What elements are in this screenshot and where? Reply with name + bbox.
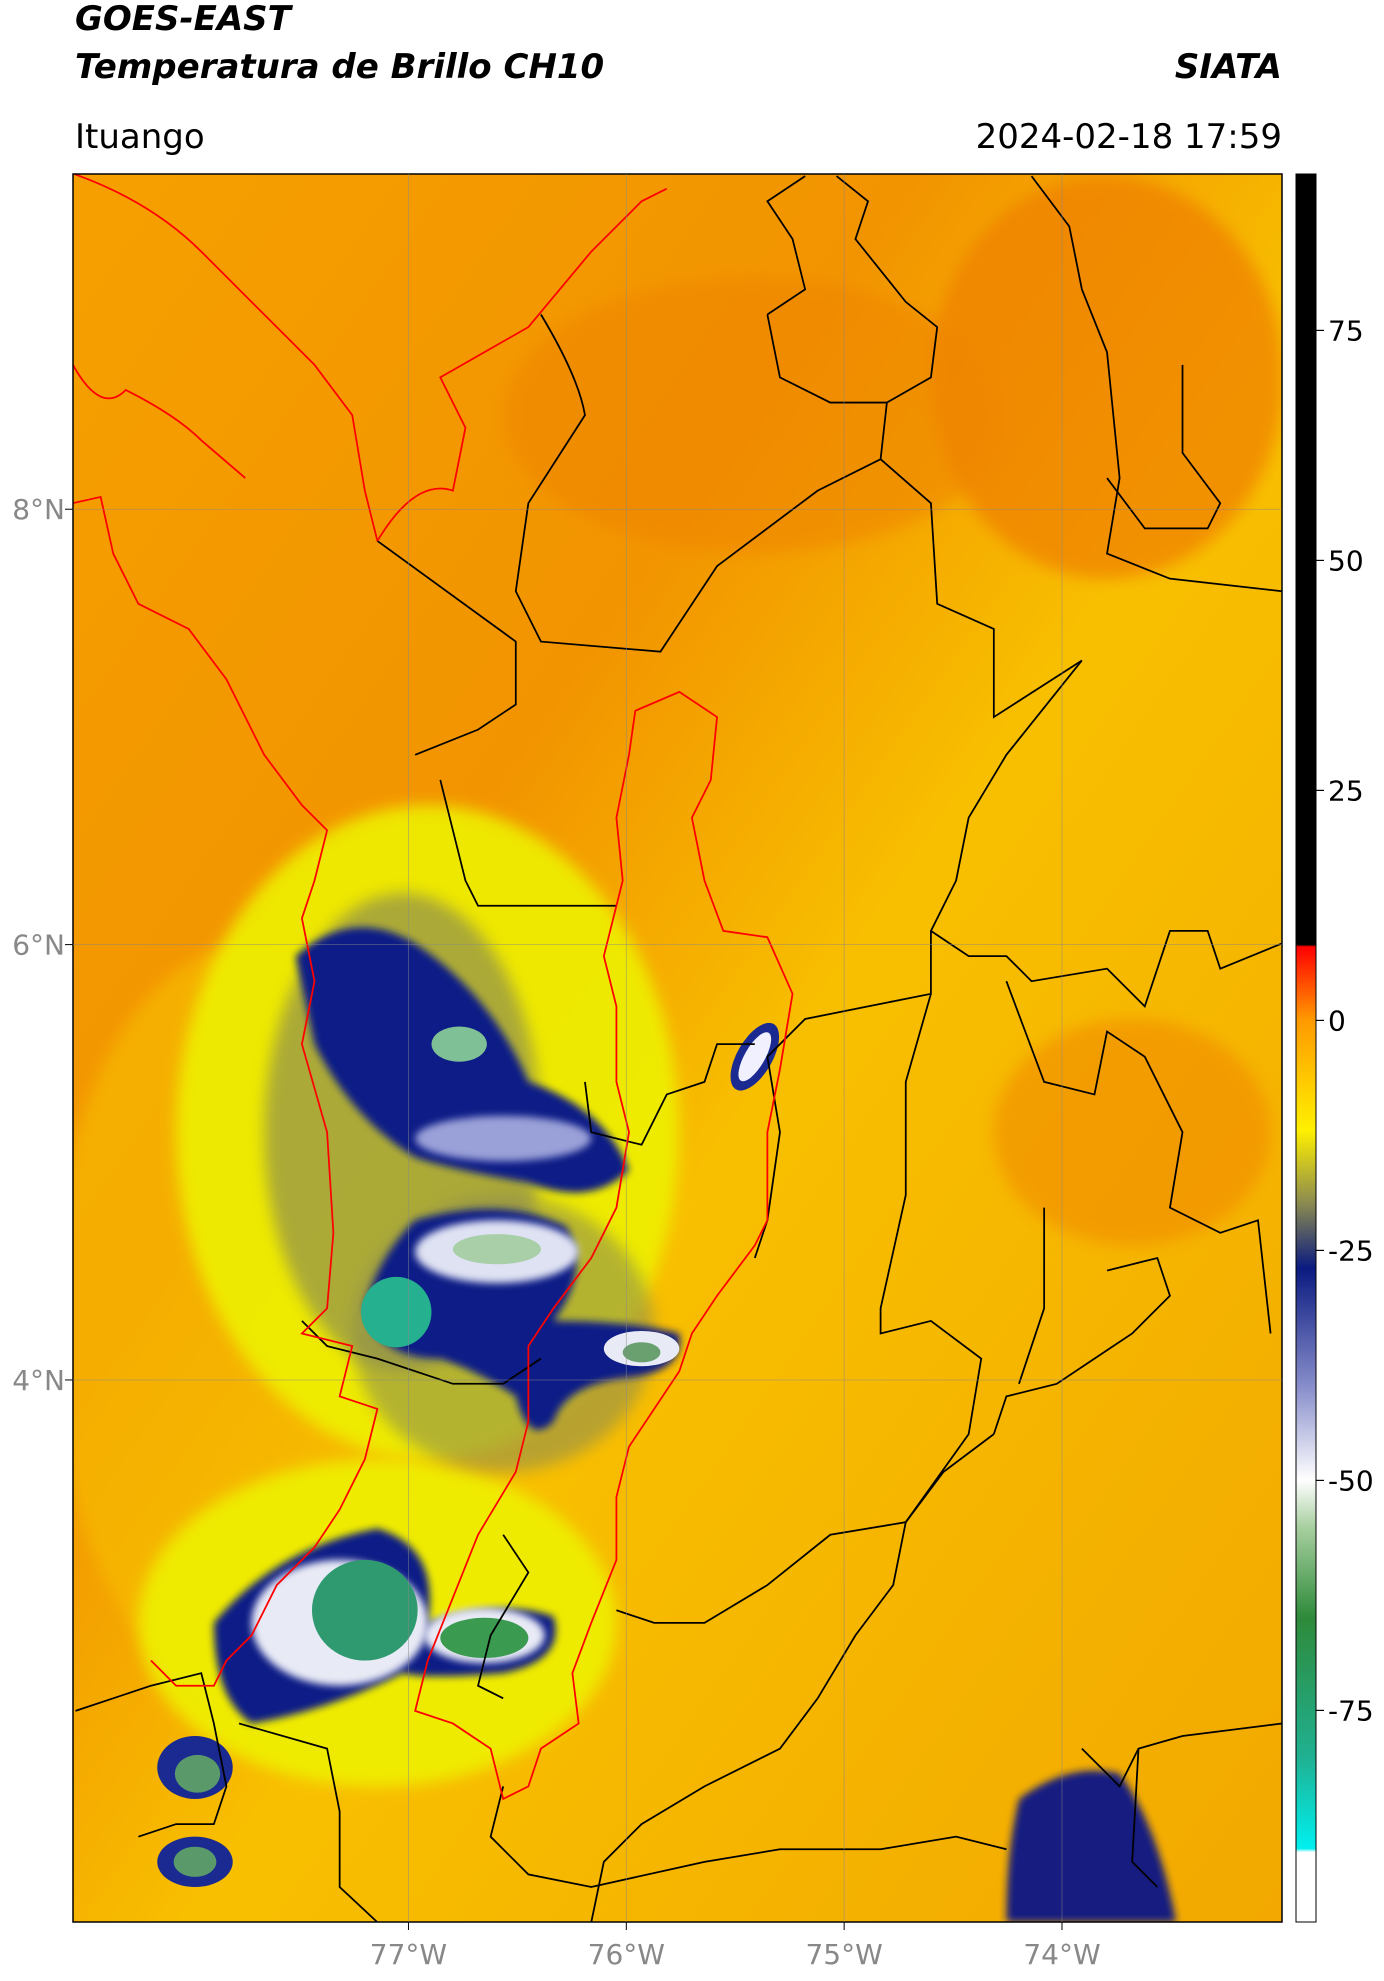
map-frame [72, 173, 1283, 1923]
overlay: 77°W 76°W 75°W 74°W 8°N 6°N 4°N 75 50 25 0 -25 -50 -7… [12, 174, 1374, 1971]
y-tick-label: 6°N [12, 929, 65, 962]
y-tick-label: 4°N [12, 1364, 65, 1397]
y-tick-label: 8°N [12, 493, 65, 526]
map-image [73, 174, 1282, 1922]
colorbar-label: 50 [1328, 544, 1364, 577]
x-tick-label: 77°W [370, 1938, 447, 1971]
subtitle: Temperatura de Brillo CH10 [75, 47, 604, 87]
colorbar-label: 0 [1328, 1004, 1346, 1037]
title: GOES-EAST [75, 0, 294, 39]
x-tick-label: 75°W [805, 1938, 882, 1971]
region: Ituango [75, 117, 205, 157]
source: SIATA [1175, 47, 1282, 87]
x-tick-label: 76°W [588, 1938, 665, 1971]
x-tick-label: 74°W [1023, 1938, 1100, 1971]
datetime: 2024-02-18 17:59 [976, 117, 1282, 157]
colorbar-label: -25 [1328, 1234, 1374, 1267]
colorbar-label: -75 [1328, 1694, 1374, 1727]
colorbar-label: 75 [1328, 314, 1364, 347]
colorbar [1295, 173, 1317, 1923]
colorbar-label: -50 [1328, 1464, 1374, 1497]
colorbar-label: 25 [1328, 774, 1364, 807]
